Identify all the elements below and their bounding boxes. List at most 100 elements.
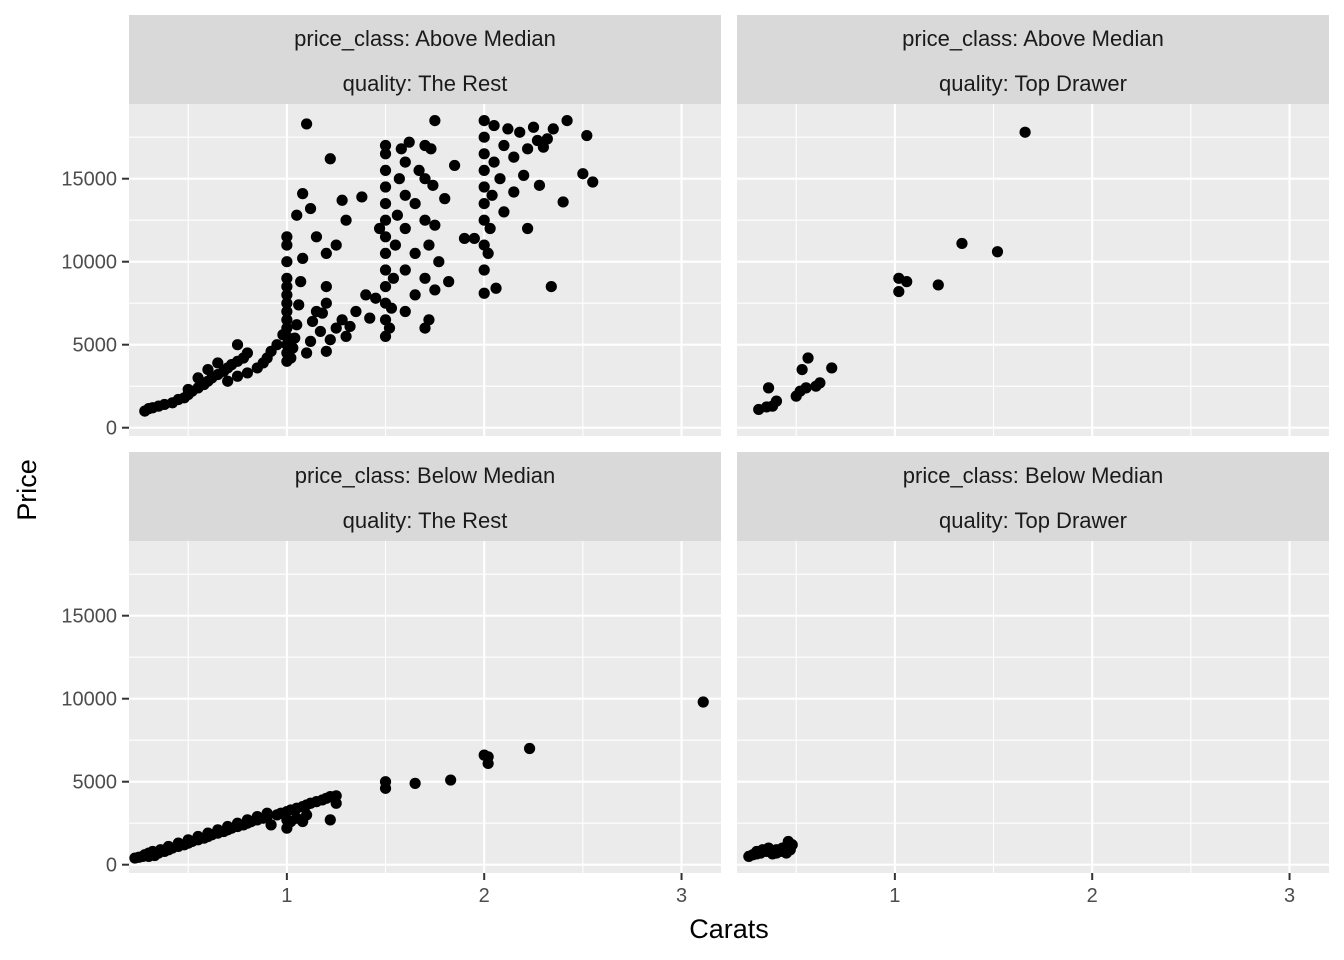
data-point (478, 198, 490, 210)
data-point (291, 209, 303, 221)
facet-panel: price_class: Above Median quality: The Re… (61, 15, 721, 440)
facet-panel: price_class: Below Median quality: Top Dr… (737, 452, 1329, 907)
data-point (533, 179, 546, 191)
y-tick-label: 15000 (61, 606, 117, 628)
data-point (285, 352, 297, 364)
data-point (379, 181, 392, 193)
data-point (409, 198, 421, 210)
data-point (478, 287, 490, 299)
data-point (893, 285, 905, 298)
data-point (281, 314, 293, 326)
data-point (482, 247, 494, 259)
data-point (379, 247, 392, 259)
data-point (399, 264, 411, 276)
data-point (379, 281, 392, 293)
data-point (514, 126, 526, 138)
data-point (304, 202, 317, 215)
data-point (330, 790, 342, 802)
data-point (379, 148, 392, 160)
data-point (324, 814, 336, 826)
data-point (478, 148, 490, 160)
x-tick-label: 3 (676, 885, 687, 907)
data-point (796, 364, 808, 376)
facet-panel: price_class: Below Median quality: The Re… (61, 452, 721, 907)
data-point (360, 289, 372, 301)
data-point (289, 332, 301, 344)
data-point (502, 123, 514, 135)
data-point (523, 742, 536, 755)
data-point (770, 395, 783, 407)
data-point (340, 214, 352, 226)
data-point (379, 214, 392, 226)
data-point (531, 134, 544, 147)
data-point (581, 129, 593, 142)
data-point (295, 276, 307, 288)
data-point (423, 314, 435, 326)
panel-background (129, 541, 721, 873)
facet-strip-label: price_class: Above Median (902, 26, 1164, 51)
data-point (320, 247, 332, 259)
data-point (297, 252, 309, 264)
data-point (443, 276, 455, 288)
y-tick-label: 5000 (73, 335, 118, 357)
data-point (413, 164, 425, 176)
data-point (231, 370, 244, 382)
data-point (281, 305, 293, 318)
data-point (293, 299, 305, 311)
data-point (403, 136, 415, 148)
data-point (1019, 126, 1031, 138)
data-point (932, 279, 944, 291)
data-point (488, 156, 500, 168)
data-point (320, 297, 332, 309)
facet-strip-label: price_class: Below Median (903, 463, 1163, 488)
data-point (433, 256, 445, 268)
y-tick-label: 5000 (73, 772, 118, 794)
data-point (314, 325, 327, 338)
facet-strip-label: quality: Top Drawer (939, 71, 1127, 96)
data-point (387, 272, 400, 284)
data-point (241, 347, 253, 359)
data-point (324, 334, 336, 346)
data-point (336, 194, 348, 206)
x-tick-label: 3 (1284, 885, 1295, 907)
facet-panel: price_class: Above Median quality: Top Dr… (737, 15, 1329, 436)
data-point (356, 191, 368, 203)
data-point (336, 314, 348, 326)
facet-strip-label: quality: The Rest (343, 71, 508, 96)
data-point (399, 156, 411, 168)
data-point (439, 193, 451, 205)
data-point (393, 173, 405, 185)
data-point (344, 320, 356, 333)
x-tick-label: 2 (479, 885, 490, 907)
data-point (395, 143, 407, 155)
data-point (364, 312, 376, 324)
data-point (541, 133, 553, 145)
data-point (762, 382, 775, 394)
y-tick-label: 10000 (61, 689, 117, 711)
data-point (320, 345, 332, 357)
data-point (389, 239, 401, 251)
data-point (281, 256, 293, 268)
data-point (518, 169, 530, 181)
data-point (498, 206, 510, 218)
data-point (281, 239, 293, 251)
panel-background (737, 104, 1329, 436)
data-point (901, 276, 913, 288)
facet-strip (737, 15, 1329, 104)
data-point (478, 181, 490, 193)
data-point (379, 198, 392, 210)
data-point (265, 819, 277, 831)
facet-strip-label: quality: The Rest (343, 508, 508, 533)
data-point (291, 319, 303, 331)
data-point (301, 118, 313, 130)
data-point (310, 231, 323, 243)
data-point (385, 302, 398, 314)
data-point (222, 375, 234, 387)
data-point (379, 264, 392, 276)
data-point (478, 131, 490, 143)
data-point (458, 232, 471, 245)
data-point (478, 239, 490, 251)
y-tick-label: 0 (106, 418, 117, 440)
data-point (379, 776, 392, 788)
data-point (508, 186, 520, 198)
